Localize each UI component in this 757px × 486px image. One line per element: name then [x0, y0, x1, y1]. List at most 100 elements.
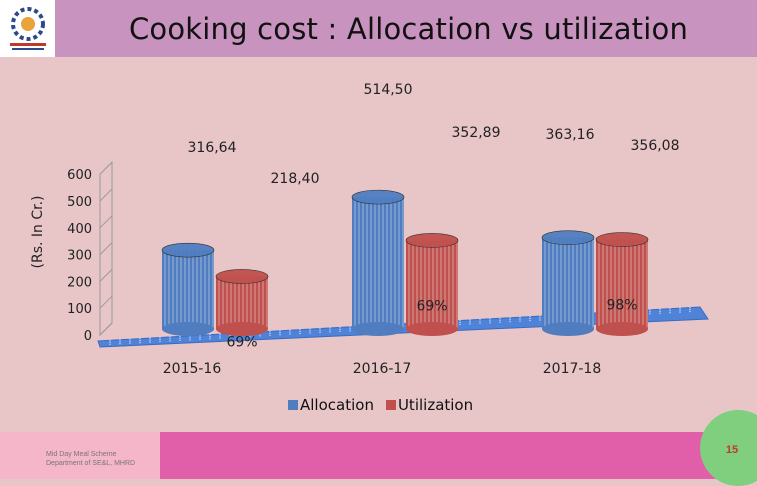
x-tick-label: 2015-16 [163, 361, 222, 377]
floor-dot [319, 329, 321, 332]
floor-dot [139, 339, 141, 342]
floor-dot [489, 320, 491, 322]
floor-dot [299, 328, 301, 331]
floor-dot [529, 315, 531, 318]
floor-dot [219, 333, 221, 335]
floor-dot [229, 336, 231, 339]
data-label-utilization: 218,40 [271, 171, 320, 187]
floor-dot [159, 336, 161, 339]
bar-utilization-2017-18-body [596, 239, 648, 329]
floor-dot [309, 328, 311, 330]
floor-dot [299, 332, 301, 335]
floor-dot [139, 341, 141, 344]
data-label-utilization: 352,89 [452, 125, 501, 141]
bar-utilization-2016-17-top [405, 233, 459, 248]
floor-dot [219, 337, 221, 339]
footer-line-2: Department of SE&L, MHRD [46, 460, 136, 467]
floor-dot [509, 317, 511, 319]
floor-dot [159, 340, 161, 343]
floor-dot [659, 312, 661, 314]
floor-dot [669, 309, 671, 312]
floor-dot [189, 339, 191, 341]
y-tick-label: 200 [67, 275, 92, 290]
floor-dot [199, 338, 201, 340]
floor-dot [499, 317, 501, 319]
floor-dot [169, 338, 171, 340]
bar-utilization-2015-16-top [215, 269, 269, 284]
floor-dot [509, 321, 511, 323]
x-tick-label: 2017-18 [543, 361, 602, 377]
floor-dot [109, 339, 111, 342]
bar-allocation-2017-18-base [542, 322, 594, 336]
floor-dot [159, 338, 161, 341]
y-tick-label: 600 [67, 168, 92, 183]
bar-allocation-2015-16-base [162, 322, 214, 336]
floor-dot [529, 317, 531, 320]
floor-dot [349, 330, 351, 332]
legend-label-allocation: Allocation [300, 396, 374, 414]
floor-dot [539, 317, 541, 319]
floor-dot [109, 341, 111, 344]
floor-dot [329, 327, 331, 329]
floor-dot [209, 335, 211, 338]
percent-label: 69% [416, 298, 447, 314]
data-label-allocation: 316,64 [188, 140, 237, 156]
floor-dot [519, 320, 521, 322]
floor-dot [349, 326, 351, 328]
legend-swatch-utilization [385, 400, 396, 410]
bar-allocation-2017-18-top [541, 230, 595, 245]
data-label-utilization: 356,08 [631, 138, 680, 154]
floor-dot [279, 330, 281, 332]
footer-credit: Mid Day Meal Scheme Department of SE&L, … [46, 450, 135, 468]
floor-dot [199, 336, 201, 338]
floor-dot [669, 311, 671, 314]
bar-utilization-2016-17-base [406, 322, 458, 336]
floor-dot [329, 329, 331, 331]
floor-dot [659, 310, 661, 312]
floor-dot [309, 332, 311, 334]
percent-label: 69% [226, 334, 257, 350]
bar-allocation-2016-17-top [351, 189, 405, 205]
chart-legend: Allocation Utilization [288, 396, 473, 414]
bar-utilization-2015-16-body [216, 276, 268, 329]
floor-dot [279, 334, 281, 336]
footer-band [0, 432, 757, 479]
floor-dot [269, 332, 271, 334]
floor-dot [519, 316, 521, 318]
floor-dot [179, 339, 181, 342]
data-label-allocation: 363,16 [546, 127, 595, 143]
floor-dot [139, 337, 141, 340]
bar-allocation-2015-16-top [161, 242, 215, 258]
floor-dot [219, 335, 221, 337]
floor-dot [209, 333, 211, 336]
y-tick-label: 100 [67, 302, 92, 317]
floor-dot [129, 342, 131, 344]
floor-dot [319, 327, 321, 330]
floor-dot [529, 319, 531, 322]
floor-dot [309, 330, 311, 332]
floor-dot [339, 328, 341, 331]
floor-dot [339, 326, 341, 329]
floor-dot [149, 339, 151, 341]
floor-dot [119, 339, 121, 341]
legend-label-utilization: Utilization [397, 396, 474, 414]
floor-dot [649, 311, 651, 313]
floor-dot [539, 319, 541, 321]
floor-dot [269, 330, 271, 332]
floor-dot [459, 319, 461, 322]
floor-dot [319, 331, 321, 334]
floor-dot [249, 335, 251, 338]
floor-dot [279, 332, 281, 334]
bar-utilization-2015-16 [215, 269, 269, 336]
bar-utilization-2017-18-base [596, 322, 648, 336]
floor-dot [189, 337, 191, 339]
floor-dot [349, 328, 351, 330]
logo-area [0, 0, 55, 57]
floor-dot [539, 315, 541, 317]
legend-swatch-allocation [288, 400, 298, 410]
floor-dot [129, 338, 131, 340]
floor-dot [119, 343, 121, 345]
legend-item-utilization: Utilization [385, 396, 474, 414]
floor-dot [499, 319, 501, 321]
floor-dot [479, 318, 481, 321]
